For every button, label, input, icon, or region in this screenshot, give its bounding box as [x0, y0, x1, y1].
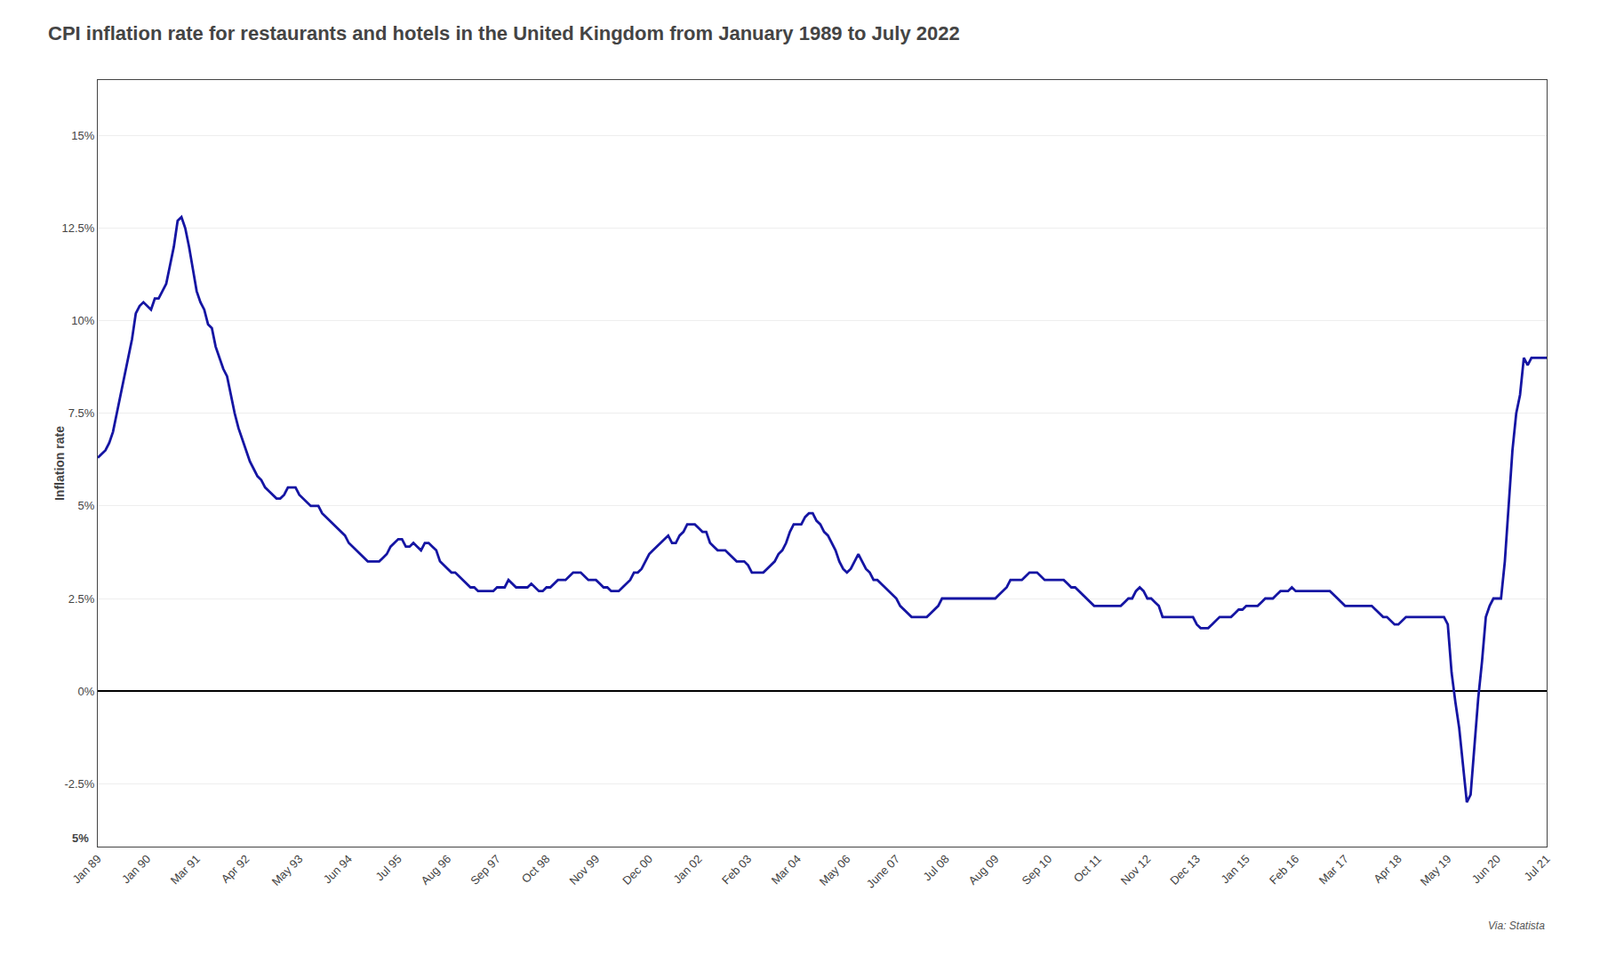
svg-text:Oct 98: Oct 98	[519, 851, 553, 886]
svg-text:15%: 15%	[71, 128, 95, 143]
svg-text:Sep 10: Sep 10	[1019, 851, 1056, 888]
svg-text:May 19: May 19	[1417, 851, 1455, 888]
svg-text:May 06: May 06	[816, 851, 854, 888]
svg-text:Dec 13: Dec 13	[1167, 851, 1203, 888]
svg-text:5%: 5%	[72, 831, 89, 845]
svg-text:Oct 11: Oct 11	[1071, 851, 1104, 885]
svg-text:Mar 91: Mar 91	[168, 851, 203, 887]
svg-text:Jul 95: Jul 95	[373, 851, 405, 883]
svg-text:Jul 21: Jul 21	[1521, 851, 1553, 883]
svg-text:Apr 92: Apr 92	[218, 851, 253, 886]
svg-text:Jan 02: Jan 02	[670, 851, 704, 886]
svg-text:Nov 99: Nov 99	[566, 851, 602, 888]
svg-text:May 93: May 93	[269, 851, 306, 888]
svg-text:Feb 16: Feb 16	[1266, 851, 1302, 887]
svg-text:Aug 96: Aug 96	[418, 851, 455, 888]
svg-text:-2.5%: -2.5%	[64, 776, 95, 791]
svg-text:Jun 94: Jun 94	[320, 851, 355, 886]
svg-text:2.5%: 2.5%	[68, 592, 96, 606]
svg-text:CPI inflation rate for restaur: CPI inflation rate for restaurants and h…	[48, 22, 960, 45]
svg-text:Jun 20: Jun 20	[1469, 851, 1504, 886]
svg-text:Aug 09: Aug 09	[966, 851, 1002, 888]
svg-text:5%: 5%	[78, 498, 96, 512]
svg-text:0%: 0%	[78, 684, 96, 698]
svg-text:Jan 89: Jan 89	[70, 851, 104, 886]
svg-text:12.5%: 12.5%	[62, 221, 96, 235]
svg-text:Feb 03: Feb 03	[719, 851, 754, 887]
svg-text:7.5%: 7.5%	[68, 406, 96, 420]
svg-text:Jan 90: Jan 90	[119, 851, 153, 886]
svg-text:10%: 10%	[71, 313, 95, 328]
svg-text:Nov 12: Nov 12	[1118, 851, 1154, 888]
svg-text:Jan 15: Jan 15	[1218, 851, 1253, 886]
svg-text:Sep 97: Sep 97	[467, 851, 504, 888]
svg-text:Jul 08: Jul 08	[920, 851, 952, 883]
svg-text:Dec 00: Dec 00	[619, 851, 656, 888]
svg-text:June 07: June 07	[864, 851, 903, 890]
svg-text:Mar 17: Mar 17	[1316, 851, 1352, 887]
svg-text:Apr 18: Apr 18	[1370, 851, 1405, 886]
svg-text:Mar 04: Mar 04	[768, 851, 804, 887]
svg-text:Inflation rate: Inflation rate	[52, 425, 67, 501]
svg-text:Via: Statista: Via: Statista	[1488, 919, 1545, 932]
